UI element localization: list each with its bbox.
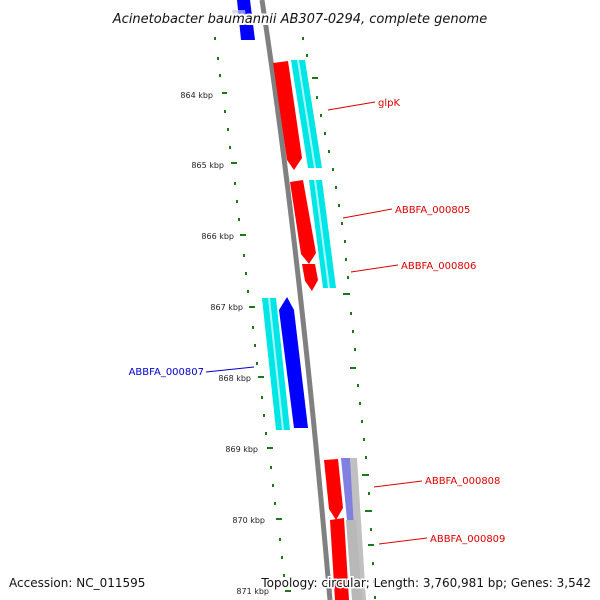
gc-outer-dotted-ring [302, 37, 376, 599]
cds-arrow-abbfa-000807 [279, 297, 308, 428]
gene-label-abbfa-000807[interactable]: ABBFA_000807 [129, 367, 204, 378]
gene-label-glpk[interactable]: glpK [378, 98, 400, 109]
accession-text: Accession: NC_011595 [9, 576, 145, 590]
tick-label-865: 865 kbp [191, 161, 224, 170]
cds-arrow-abbfa-000806 [302, 264, 318, 291]
rna-block-abbfa-000808 [341, 458, 356, 520]
cds-arrow-abbfa-000805 [290, 180, 316, 264]
gene-labels: glpK ABBFA_000805 ABBFA_000806 ABBFA_000… [129, 98, 506, 545]
gene-leader-lines [205, 101, 428, 545]
reverse-strand-features [232, 0, 308, 431]
gene-label-abbfa-000805[interactable]: ABBFA_000805 [395, 205, 470, 216]
cds-arrow-abbfa-000808 [324, 459, 343, 520]
forward-strand-features [273, 59, 366, 600]
gene-label-abbfa-000808[interactable]: ABBFA_000808 [425, 476, 500, 487]
gene-label-abbfa-000806[interactable]: ABBFA_000806 [401, 261, 476, 272]
tick-label-869: 869 kbp [225, 445, 258, 454]
gene-arrow-reverse-top-faded [232, 10, 247, 22]
tick-label-868: 868 kbp [218, 374, 251, 383]
rna-highlight-abbfa-000805 [314, 179, 330, 289]
map-title: Acinetobacter baumannii AB307-0294, comp… [112, 12, 487, 27]
gray-block-abbfa-000809 [346, 520, 362, 600]
tick-label-867: 867 kbp [210, 303, 243, 312]
rna-highlight-glpk [297, 59, 316, 169]
cds-arrow-glpk [273, 61, 302, 170]
gene-label-abbfa-000809[interactable]: ABBFA_000809 [430, 534, 505, 545]
genome-backbone [259, 0, 333, 600]
tick-label-870: 870 kbp [232, 516, 265, 525]
topology-text: Topology: circular; Length: 3,760,981 bp… [260, 576, 591, 590]
rna-highlight-abbfa-000807 [268, 297, 284, 431]
tick-label-866: 866 kbp [201, 232, 234, 241]
tick-label-864: 864 kbp [180, 91, 213, 100]
gray-block-abbfa-000808 [350, 458, 366, 600]
gc-inner-dotted-ring [214, 37, 291, 592]
tick-label-871: 871 kbp [236, 587, 269, 596]
tick-labels: 864 kbp 865 kbp 866 kbp 867 kbp 868 kbp … [180, 91, 269, 596]
cds-arrow-abbfa-000809 [330, 518, 349, 600]
